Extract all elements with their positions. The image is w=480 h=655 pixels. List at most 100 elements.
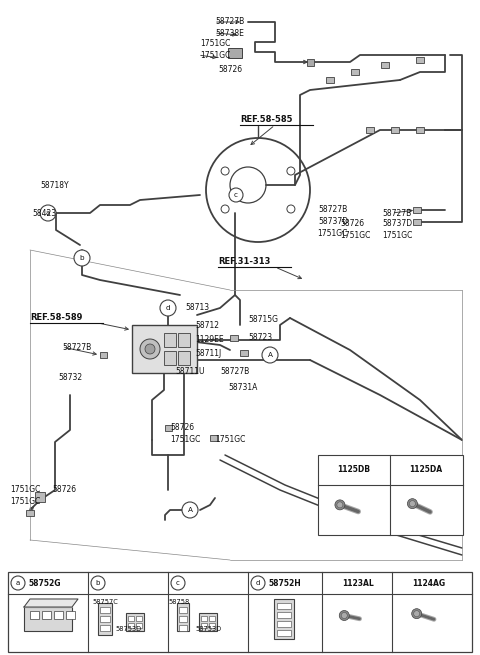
Bar (128, 623, 134, 628)
Text: 1751GC: 1751GC (10, 485, 40, 495)
Text: 58727B: 58727B (382, 208, 411, 217)
Bar (326, 77, 334, 83)
Text: 58711J: 58711J (195, 348, 221, 358)
Bar (199, 613, 217, 631)
Bar (274, 599, 294, 639)
Text: 58752H: 58752H (268, 578, 301, 588)
Circle shape (287, 205, 295, 213)
Text: 1751GC: 1751GC (10, 498, 40, 506)
Bar (381, 62, 389, 68)
Circle shape (171, 576, 185, 590)
Bar (201, 623, 207, 628)
Text: d: d (256, 580, 260, 586)
Bar (277, 621, 291, 627)
Bar (165, 425, 172, 431)
Circle shape (339, 610, 349, 620)
Text: 1129EE: 1129EE (195, 335, 224, 345)
Circle shape (91, 576, 105, 590)
Text: b: b (80, 255, 84, 261)
Text: d: d (166, 305, 170, 311)
Bar (98, 603, 112, 635)
Bar (416, 57, 424, 63)
Bar (35, 492, 45, 502)
Text: a: a (46, 210, 50, 216)
Circle shape (145, 344, 155, 354)
Text: 58727B: 58727B (319, 206, 348, 214)
Circle shape (335, 500, 345, 510)
Circle shape (40, 205, 56, 221)
Text: 1751GC: 1751GC (318, 229, 348, 238)
Text: c: c (234, 192, 238, 198)
Bar (230, 335, 238, 341)
Bar (66, 611, 75, 619)
Bar (42, 611, 51, 619)
Text: 58731A: 58731A (228, 383, 257, 392)
Text: b: b (96, 580, 100, 586)
Circle shape (182, 502, 198, 518)
Text: 58757C: 58757C (92, 599, 118, 605)
Bar (26, 510, 34, 516)
Circle shape (160, 300, 176, 316)
Bar (178, 351, 190, 365)
Text: 1125DA: 1125DA (409, 466, 443, 474)
Bar (178, 333, 190, 347)
Text: A: A (267, 352, 273, 358)
Bar (8, 572, 472, 652)
Circle shape (229, 188, 243, 202)
Text: 58726: 58726 (340, 219, 364, 229)
Text: 58726: 58726 (170, 424, 194, 432)
Bar (413, 207, 421, 213)
Bar (277, 630, 291, 636)
Text: 1751GC: 1751GC (170, 436, 200, 445)
Bar (126, 613, 144, 631)
Bar (366, 127, 374, 133)
Circle shape (74, 250, 90, 266)
Bar (318, 455, 463, 535)
Text: 58713: 58713 (185, 303, 209, 312)
Circle shape (412, 608, 422, 619)
Bar (228, 48, 242, 58)
Circle shape (221, 167, 229, 175)
Text: 58737D: 58737D (318, 217, 348, 227)
Bar (177, 603, 189, 631)
Circle shape (11, 576, 25, 590)
Text: 1124AG: 1124AG (412, 578, 445, 588)
Text: 58723: 58723 (248, 333, 272, 343)
Text: 1751GC: 1751GC (215, 436, 245, 445)
Bar (391, 127, 399, 133)
Bar (100, 607, 110, 613)
Bar (100, 352, 107, 358)
Bar (416, 127, 424, 133)
Text: c: c (176, 580, 180, 586)
Text: a: a (16, 580, 20, 586)
Text: REF.31-313: REF.31-313 (218, 257, 270, 267)
Text: 1751GC: 1751GC (200, 50, 230, 60)
Text: 58737D: 58737D (382, 219, 412, 229)
Bar (277, 603, 291, 609)
Circle shape (287, 167, 295, 175)
Bar (30, 611, 39, 619)
Text: REF.58-589: REF.58-589 (30, 314, 83, 322)
Bar (240, 350, 248, 356)
Circle shape (262, 347, 278, 363)
Bar (179, 607, 187, 613)
Text: 1125DB: 1125DB (337, 466, 371, 474)
Text: 58711U: 58711U (175, 367, 204, 377)
Bar (136, 616, 142, 621)
Bar (209, 616, 215, 621)
Bar (307, 59, 314, 66)
Circle shape (221, 205, 229, 213)
Bar (164, 333, 176, 347)
Bar (100, 625, 110, 631)
Bar (100, 616, 110, 622)
Text: 58727B: 58727B (220, 367, 249, 377)
Bar (210, 435, 217, 441)
Bar (413, 219, 421, 225)
Text: 58753D: 58753D (115, 626, 141, 632)
Polygon shape (24, 599, 78, 607)
Text: 58738E: 58738E (215, 29, 244, 37)
Circle shape (408, 498, 418, 509)
Bar (128, 616, 134, 621)
Text: 58726: 58726 (218, 66, 242, 75)
Bar (24, 607, 72, 631)
